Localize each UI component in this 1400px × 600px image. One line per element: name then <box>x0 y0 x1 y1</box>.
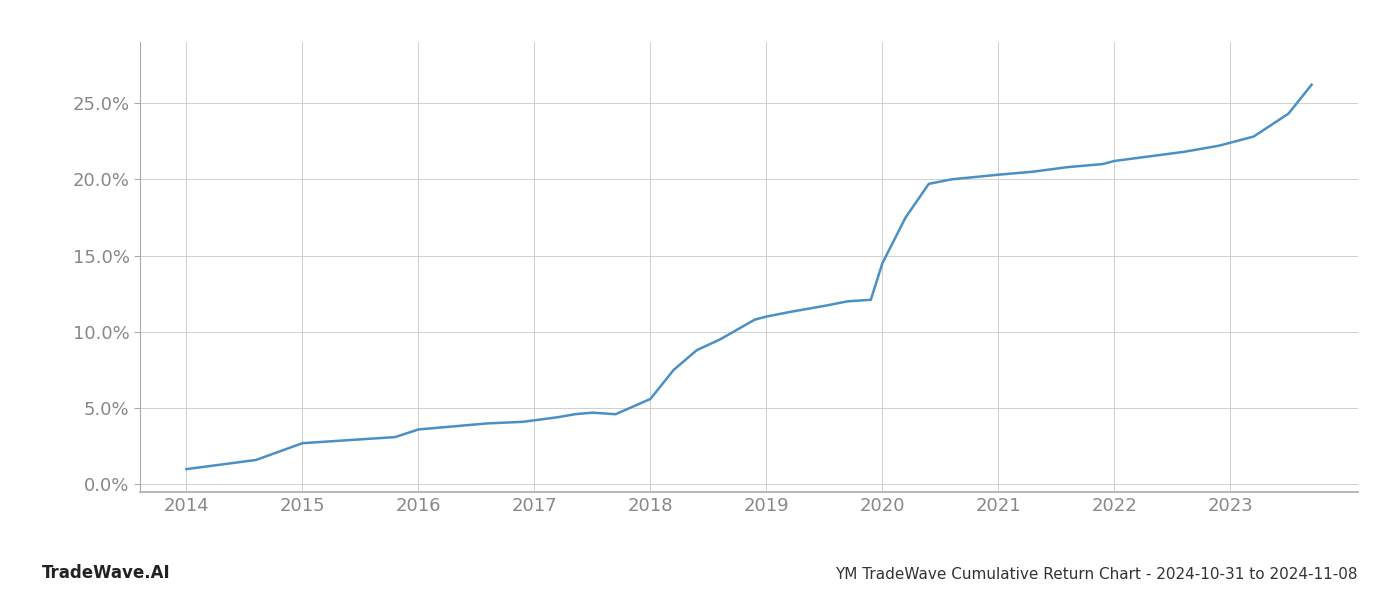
Text: YM TradeWave Cumulative Return Chart - 2024-10-31 to 2024-11-08: YM TradeWave Cumulative Return Chart - 2… <box>836 567 1358 582</box>
Text: TradeWave.AI: TradeWave.AI <box>42 564 171 582</box>
